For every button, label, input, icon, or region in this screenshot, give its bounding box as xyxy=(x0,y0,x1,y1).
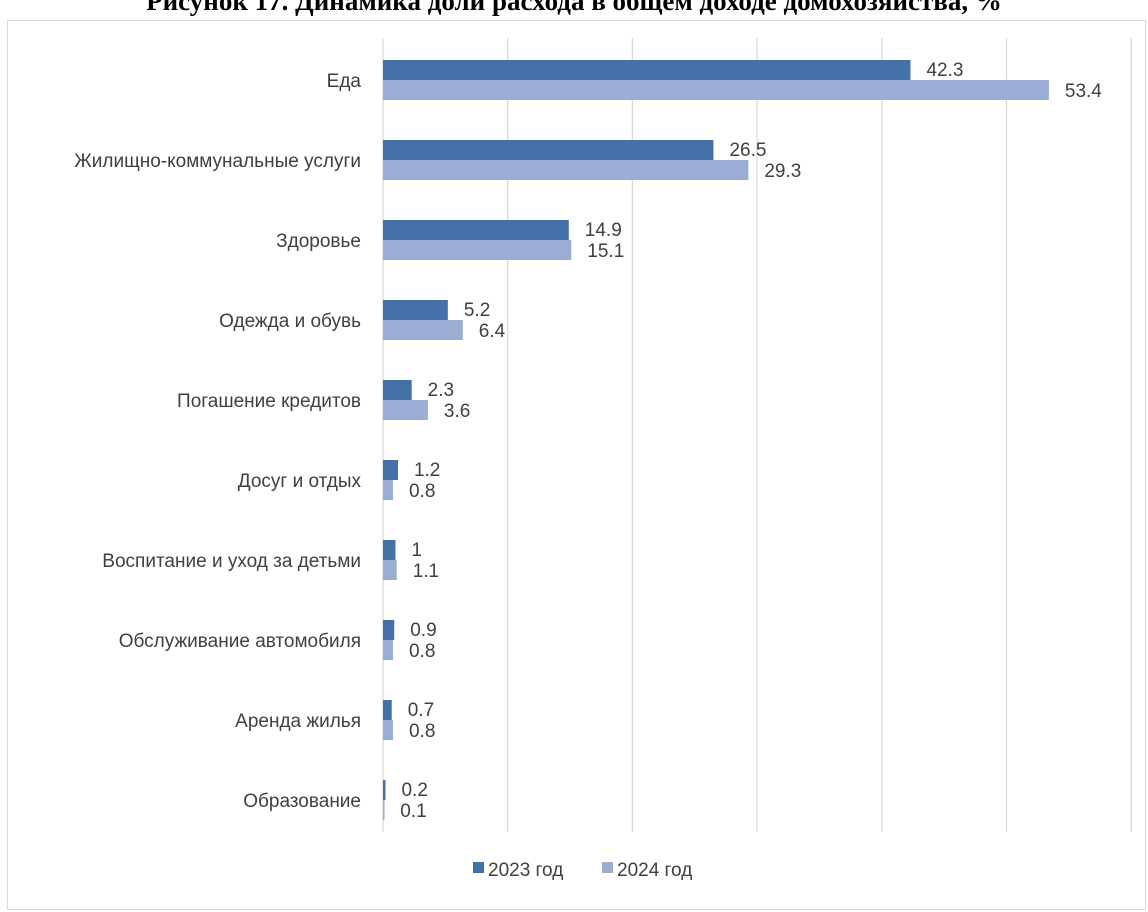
data-label: 0.9 xyxy=(410,620,436,641)
legend-swatch xyxy=(473,862,484,873)
data-label: 0.1 xyxy=(400,801,426,822)
bar xyxy=(383,320,463,340)
category-label: Еда xyxy=(327,71,362,92)
bar xyxy=(383,540,396,560)
data-label: 5.2 xyxy=(464,300,490,321)
data-label: 3.6 xyxy=(444,401,470,422)
data-label: 0.8 xyxy=(409,721,435,742)
data-label: 15.1 xyxy=(587,241,624,262)
category-label: Жилищно-коммунальные услуги xyxy=(74,151,361,172)
data-label: 1.2 xyxy=(414,460,440,481)
category-label: Образование xyxy=(243,791,361,812)
bar xyxy=(383,800,385,820)
data-label: 0.2 xyxy=(401,780,427,801)
chart-frame xyxy=(7,20,1146,910)
data-label: 1.1 xyxy=(413,561,439,582)
legend-label: 2023 год xyxy=(488,860,563,881)
category-labels: Еда Жилищно-коммунальные услуги Здоровье Од… xyxy=(74,71,361,812)
bar xyxy=(383,400,428,420)
category-label: Досуг и отдых xyxy=(238,471,362,492)
bar xyxy=(383,240,572,260)
category-label: Погашение кредитов xyxy=(177,391,361,412)
bar xyxy=(383,780,386,800)
bar xyxy=(383,560,397,580)
data-labels: 42.353.426.529.314.915.15.26.42.33.61.20… xyxy=(400,60,1102,822)
data-label: 29.3 xyxy=(764,161,801,182)
category-label: Обслуживание автомобиля xyxy=(119,631,361,652)
bar xyxy=(383,700,392,720)
data-label: 0.7 xyxy=(408,700,434,721)
category-label: Аренда жилья xyxy=(235,711,361,732)
bar xyxy=(383,380,412,400)
data-label: 0.8 xyxy=(409,641,435,662)
bar xyxy=(383,140,714,160)
data-label: 1 xyxy=(411,540,422,561)
figure-caption: Рисунок 17. Динамика доли расхода в обще… xyxy=(146,0,1002,16)
data-label: 26.5 xyxy=(729,140,766,161)
bar xyxy=(383,640,393,660)
legend-swatch xyxy=(602,862,613,873)
bar xyxy=(383,620,395,640)
legend: 2023 год 2024 год xyxy=(473,860,692,881)
bars xyxy=(383,60,1049,820)
data-label: 14.9 xyxy=(585,220,622,241)
bar xyxy=(383,720,393,740)
bar xyxy=(383,80,1049,100)
bar xyxy=(383,220,569,240)
data-label: 42.3 xyxy=(926,60,963,81)
bar xyxy=(383,160,749,180)
bar xyxy=(383,60,911,80)
category-label: Здоровье xyxy=(276,231,361,252)
bar xyxy=(383,460,398,480)
data-label: 6.4 xyxy=(479,321,506,342)
data-label: 0.8 xyxy=(409,481,435,502)
bar xyxy=(383,480,393,500)
bar xyxy=(383,300,448,320)
category-label: Воспитание и уход за детьми xyxy=(102,551,361,572)
legend-label: 2024 год xyxy=(617,860,692,881)
data-label: 2.3 xyxy=(428,380,454,401)
data-label: 53.4 xyxy=(1065,81,1102,102)
category-label: Одежда и обувь xyxy=(219,311,361,332)
